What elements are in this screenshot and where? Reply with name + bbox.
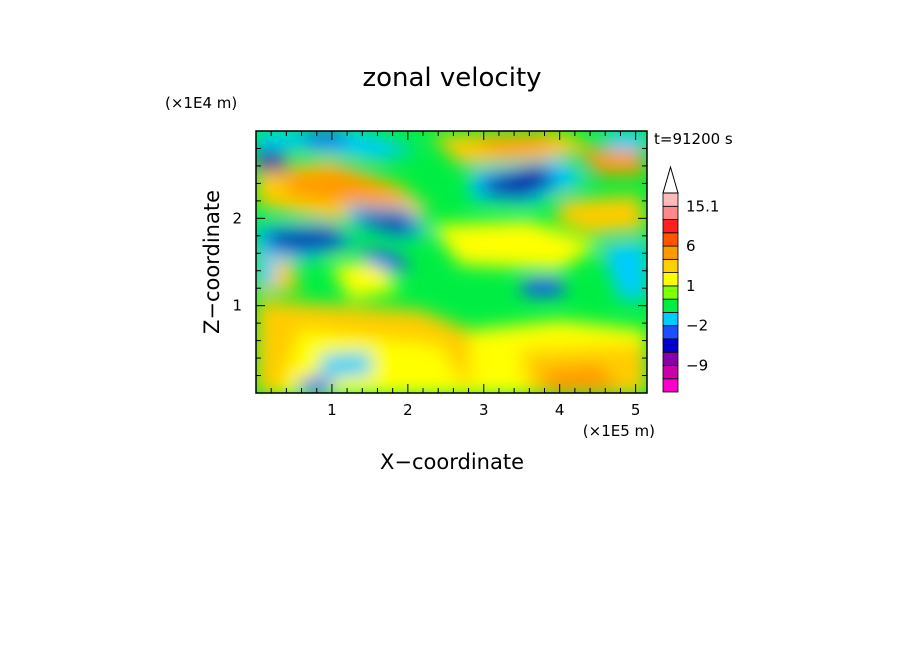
y-tick-label: 1: [232, 297, 242, 315]
colorbar-extend-arrow: [662, 165, 679, 194]
colorbar: −9 −2 1 6 15.1: [662, 165, 719, 393]
colorbar-swatch: [662, 245, 679, 260]
colorbar-swatch: [662, 285, 679, 300]
field-region: [520, 278, 565, 296]
field-region: [600, 240, 647, 300]
colorbar-swatch: [662, 338, 679, 353]
y-scale-label: (×1E4 m): [165, 94, 237, 112]
field-region: [555, 195, 647, 235]
colorbar-swatch: [662, 365, 679, 380]
colorbar-label: 15.1: [686, 197, 719, 215]
x-tick-label: 5: [631, 401, 641, 419]
field-region: [470, 136, 560, 155]
field-region: [480, 165, 560, 198]
field-region: [320, 352, 372, 378]
field-region: [256, 150, 285, 172]
x-axis-label: X−coordinate: [380, 450, 524, 474]
y-axis-label: Z−coordinate: [200, 190, 224, 334]
colorbar-swatch: [662, 232, 679, 247]
field-region: [300, 131, 350, 145]
colorbar-swatch: [662, 192, 679, 207]
field-region: [360, 248, 410, 272]
colorbar-swatch: [662, 272, 679, 287]
colorbar-swatch: [662, 219, 679, 234]
x-tick-label: 2: [403, 401, 413, 419]
colorbar-label: 1: [686, 277, 696, 295]
field-region: [256, 131, 420, 160]
colorbar-label: −2: [686, 317, 708, 335]
plot-frame: [255, 130, 648, 394]
colorbar-label: −9: [686, 356, 708, 374]
field-region: [330, 260, 400, 300]
field-region: [300, 378, 332, 393]
x-scale-label: (×1E5 m): [583, 422, 655, 440]
y-tick-label: 2: [232, 209, 242, 227]
x-tick-label: 1: [327, 401, 337, 419]
colorbar-label: 6: [686, 237, 696, 255]
velocity-field: [256, 131, 647, 393]
x-tick-label: 3: [479, 401, 489, 419]
colorbar-swatch: [662, 205, 679, 220]
x-axis: 1 2 3 4 5: [270, 131, 641, 419]
colorbar-swatch: [662, 258, 679, 274]
field-region: [256, 262, 275, 285]
chart-title: zonal velocity: [362, 63, 541, 93]
y-axis: 12: [232, 147, 647, 377]
plot-area: [256, 131, 647, 393]
colorbar-swatch: [662, 378, 679, 393]
field-region: [265, 228, 352, 252]
colorbar-swatch: [662, 311, 679, 327]
field-region: [430, 220, 600, 270]
x-tick-label: 4: [555, 401, 565, 419]
colorbar-swatch: [662, 298, 679, 313]
field-region: [580, 148, 647, 175]
field-region: [280, 168, 410, 205]
field-region: [355, 212, 420, 234]
colorbar-swatch: [662, 325, 679, 340]
colorbar-swatch: [662, 351, 679, 366]
time-label: t=91200 s: [654, 130, 733, 148]
